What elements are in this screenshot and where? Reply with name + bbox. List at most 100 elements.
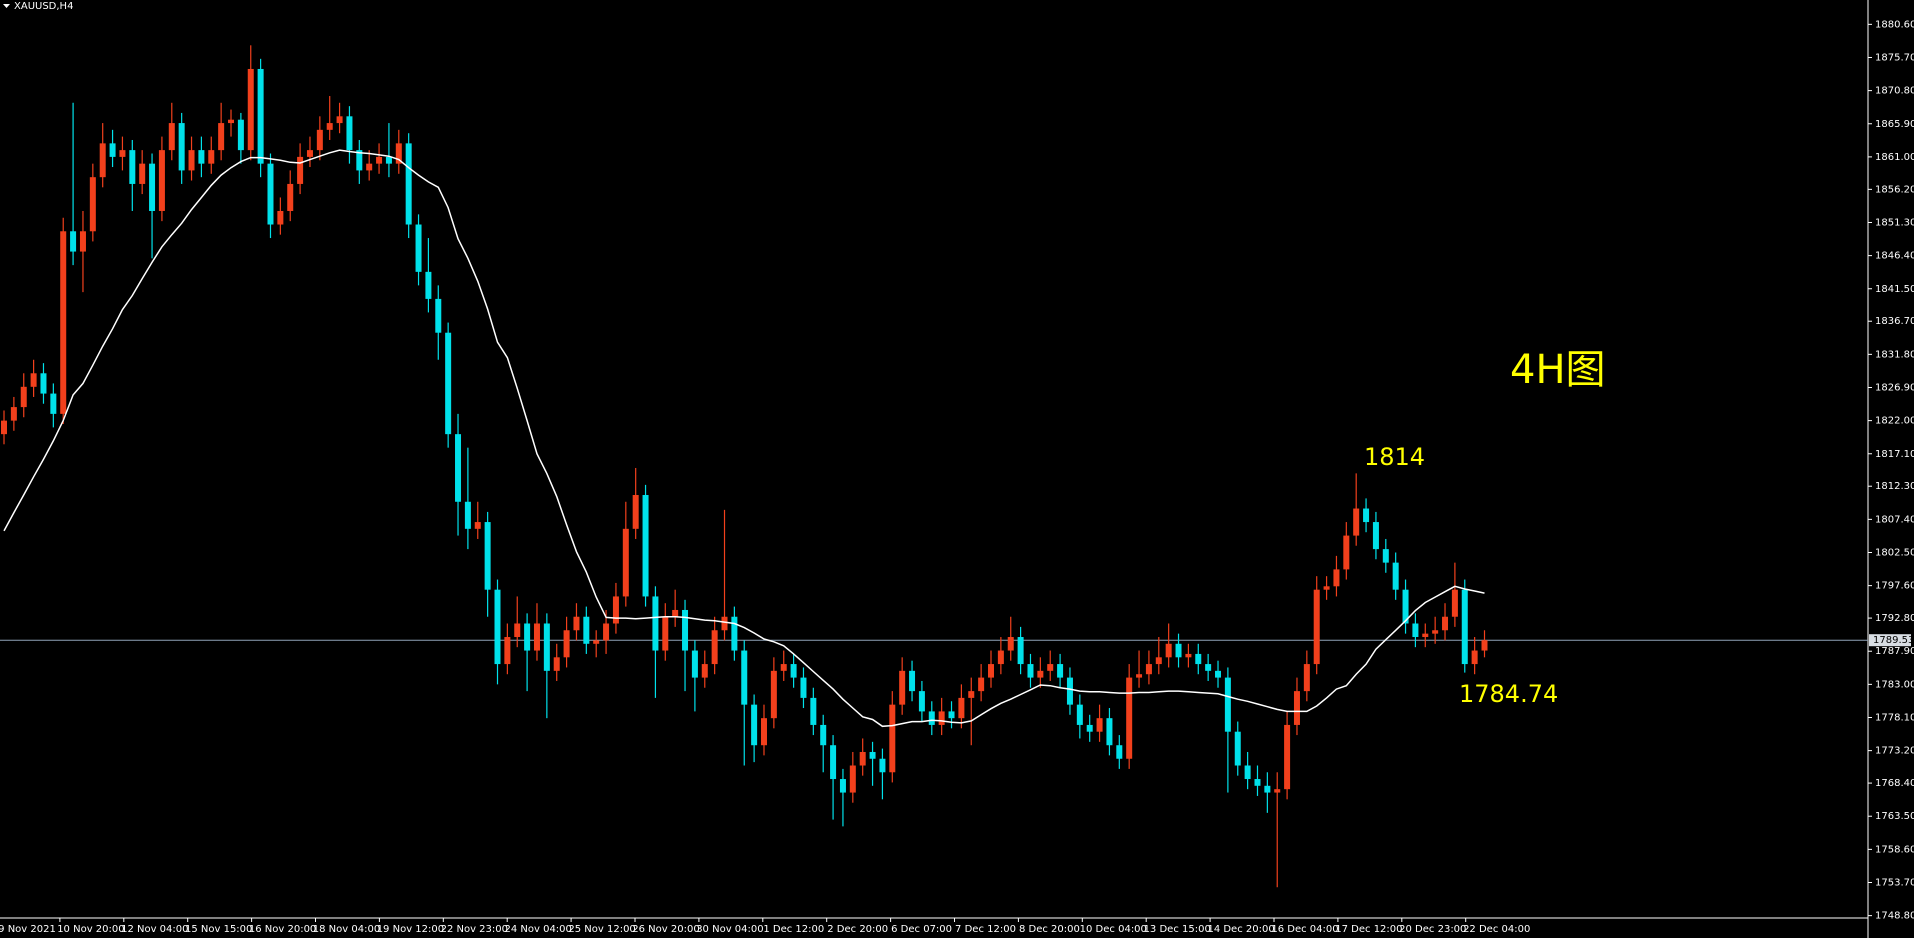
candle-body xyxy=(1185,653,1192,658)
x-tick-label: 19 Nov 12:00 xyxy=(377,924,444,935)
candle-body xyxy=(1363,508,1370,523)
y-tick-label: 1826.90 xyxy=(1875,382,1914,393)
y-tick-label: 1865.90 xyxy=(1875,119,1914,130)
candle-body xyxy=(257,68,264,164)
x-tick-label: 1 Dec 12:00 xyxy=(763,924,824,935)
candle-body xyxy=(1116,745,1123,759)
candle-body xyxy=(760,718,767,746)
x-tick-label: 13 Dec 15:00 xyxy=(1144,924,1211,935)
annotation: 1784.74 xyxy=(1459,680,1558,708)
candle-body xyxy=(1195,653,1202,665)
x-tick-label: 14 Dec 20:00 xyxy=(1207,924,1274,935)
candle-body xyxy=(1422,633,1429,638)
x-tick-label: 22 Nov 23:00 xyxy=(441,924,508,935)
candle-body xyxy=(188,150,195,171)
candle-body xyxy=(60,231,67,414)
candle-body xyxy=(1126,677,1133,759)
candle-body xyxy=(1017,637,1024,665)
x-tick-label: 30 Nov 04:00 xyxy=(696,924,763,935)
candle-body xyxy=(800,677,807,698)
y-tick-label: 1783.00 xyxy=(1875,679,1914,690)
candle-body xyxy=(889,704,896,773)
candle-body xyxy=(297,156,304,184)
candle-body xyxy=(1165,643,1172,658)
candle-body xyxy=(751,704,758,746)
candle-body xyxy=(208,150,215,164)
candle-body xyxy=(622,528,629,597)
candle-body xyxy=(642,495,649,597)
x-tick-label: 18 Nov 04:00 xyxy=(313,924,380,935)
y-tick-label: 1875.70 xyxy=(1875,52,1914,63)
candle-body xyxy=(425,271,432,299)
candle-body xyxy=(859,751,866,766)
candle-body xyxy=(810,697,817,725)
candle-body xyxy=(731,616,738,651)
candle-body xyxy=(1037,670,1044,678)
candle-body xyxy=(109,143,116,157)
chart-title: XAUUSD,H4 xyxy=(14,1,73,12)
x-tick-label: 15 Nov 15:00 xyxy=(185,924,252,935)
candle-body xyxy=(603,623,610,641)
x-tick-label: 7 Dec 12:00 xyxy=(955,924,1016,935)
candle-body xyxy=(79,231,86,252)
candle-body xyxy=(119,150,126,157)
candle-body xyxy=(533,623,540,651)
candle-body xyxy=(652,596,659,651)
candle-body xyxy=(672,609,679,617)
candle-body xyxy=(514,623,521,638)
candle-body xyxy=(830,745,837,780)
y-tick-label: 1802.50 xyxy=(1875,547,1914,558)
candle-body xyxy=(839,779,846,793)
candle-body xyxy=(691,650,698,678)
candle-body xyxy=(524,623,531,651)
y-tick-label: 1787.90 xyxy=(1875,646,1914,657)
candle-body xyxy=(1215,670,1222,678)
candle-body xyxy=(1451,589,1458,617)
x-tick-label: 10 Nov 20:00 xyxy=(57,924,124,935)
candle-body xyxy=(415,224,422,272)
candle-body xyxy=(1,420,7,435)
candle-body xyxy=(553,657,560,671)
candle-body xyxy=(573,616,580,631)
y-tick-label: 1778.10 xyxy=(1875,712,1914,723)
annotation: 4H图 xyxy=(1510,347,1606,393)
current-price-tag xyxy=(1869,634,1911,647)
x-tick-label: 17 Dec 12:00 xyxy=(1335,924,1402,935)
candle-body xyxy=(1047,664,1054,671)
x-tick-label: 12 Nov 04:00 xyxy=(121,924,188,935)
y-tick-label: 1768.40 xyxy=(1875,778,1914,789)
x-tick-label: 16 Nov 20:00 xyxy=(249,924,316,935)
candle-body xyxy=(237,119,244,151)
candle-body xyxy=(178,123,185,171)
candle-body xyxy=(968,691,975,698)
y-tick-label: 1861.00 xyxy=(1875,152,1914,163)
candle-body xyxy=(721,616,728,631)
candle-body xyxy=(504,637,511,665)
candle-body xyxy=(701,664,708,678)
candle-body xyxy=(306,150,313,157)
x-tick-label: 10 Dec 04:00 xyxy=(1080,924,1147,935)
x-tick-label: 9 Nov 2021 xyxy=(0,924,56,935)
candle-body xyxy=(168,123,175,151)
candle-body xyxy=(899,670,906,705)
candle-body xyxy=(583,616,590,644)
candle-body xyxy=(909,670,916,692)
candle-body xyxy=(918,691,925,712)
candle-body xyxy=(494,589,501,665)
candle-body xyxy=(1343,535,1350,570)
x-tick-label: 8 Dec 20:00 xyxy=(1019,924,1080,935)
candle-body xyxy=(455,434,462,502)
candle-body xyxy=(20,386,27,408)
candle-body xyxy=(89,177,96,232)
candle-body xyxy=(445,332,452,435)
candle-body xyxy=(336,116,343,124)
candle-body xyxy=(1096,718,1103,732)
candle-body xyxy=(346,116,353,151)
y-tick-label: 1880.60 xyxy=(1875,19,1914,30)
candle-body xyxy=(70,231,77,252)
candle-body xyxy=(356,150,363,171)
candle-body xyxy=(474,522,481,529)
candle-body xyxy=(1076,704,1083,725)
candle-body xyxy=(1244,765,1251,780)
candle-body xyxy=(10,407,17,421)
